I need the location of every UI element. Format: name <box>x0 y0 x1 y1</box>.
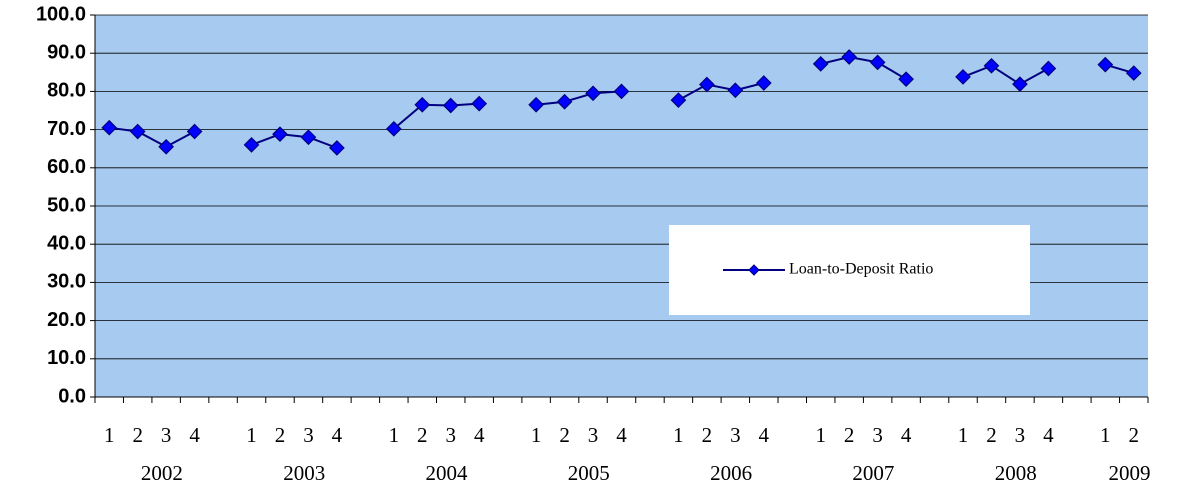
y-tick-label: 0.0 <box>58 385 86 407</box>
y-tick-label: 40.0 <box>47 232 86 254</box>
marker <box>471 95 488 112</box>
group-label: 2006 <box>710 461 752 485</box>
marker <box>186 123 203 140</box>
x-tick-label: 1 <box>104 423 115 447</box>
x-tick-label: 2 <box>275 423 286 447</box>
legend-marker <box>748 264 760 276</box>
marker <box>955 69 971 85</box>
y-tick-label: 30.0 <box>47 271 86 293</box>
x-tick-label: 3 <box>730 423 741 447</box>
marker <box>385 120 402 137</box>
line <box>393 102 480 130</box>
y-tick-label: 10.0 <box>47 347 86 369</box>
line <box>962 64 1049 86</box>
x-tick-label: 3 <box>303 423 314 447</box>
marker <box>414 96 431 113</box>
x-tick-label: 2 <box>702 423 713 447</box>
y-tick-label: 70.0 <box>47 118 86 140</box>
x-tick-label: 4 <box>759 423 770 447</box>
marker <box>812 56 829 72</box>
marker <box>556 93 573 110</box>
y-tick-label: 100.0 <box>36 3 86 25</box>
x-tick-label: 1 <box>673 423 684 447</box>
group-label: 2004 <box>426 461 469 485</box>
y-tick-label: 80.0 <box>47 80 86 102</box>
x-tick-label: 4 <box>189 423 200 447</box>
marker <box>841 49 858 65</box>
marker <box>585 85 601 102</box>
x-tick-label: 4 <box>474 423 485 447</box>
group-label: 2008 <box>995 461 1037 485</box>
marker <box>1040 60 1057 77</box>
marker <box>300 129 317 146</box>
marker <box>699 76 715 93</box>
marker <box>329 140 345 156</box>
marker <box>613 83 630 100</box>
x-tick-label: 2 <box>417 423 428 447</box>
line <box>109 126 196 148</box>
y-tick-label: 50.0 <box>47 194 86 216</box>
line <box>820 55 907 81</box>
marker <box>898 71 914 88</box>
group-label: 2005 <box>568 461 610 485</box>
marker <box>983 57 1000 74</box>
line <box>677 82 765 102</box>
line <box>251 133 338 149</box>
marker <box>670 92 687 109</box>
marker <box>243 137 260 153</box>
x-tick-label: 2 <box>559 423 570 447</box>
x-tick-label: 1 <box>246 423 257 447</box>
x-tick-label: 2 <box>986 423 997 447</box>
line <box>536 90 622 106</box>
group-label: 2002 <box>141 461 183 485</box>
x-tick-label: 4 <box>1043 423 1054 447</box>
marker <box>158 138 174 155</box>
marker <box>1097 56 1114 73</box>
x-tick-label: 1 <box>389 423 400 447</box>
legend-label: Loan-to-Deposit Ratio <box>789 261 933 278</box>
x-tick-label: 3 <box>445 423 456 447</box>
marker <box>755 75 772 91</box>
x-tick-label: 1 <box>1100 423 1111 447</box>
x-tick-label: 2 <box>844 423 855 447</box>
marker <box>727 82 744 99</box>
x-tick-label: 1 <box>815 423 826 447</box>
x-tick-label: 2 <box>1129 423 1140 447</box>
x-tick-label: 1 <box>958 423 969 447</box>
group-label: 2009 <box>1109 461 1151 485</box>
x-tick-label: 4 <box>616 423 627 447</box>
x-tick-label: 3 <box>588 423 599 447</box>
marker <box>1012 76 1028 92</box>
marker <box>101 119 118 136</box>
x-tick-label: 3 <box>161 423 172 447</box>
x-tick-label: 4 <box>901 423 912 447</box>
y-tick-label: 60.0 <box>47 156 86 178</box>
marker <box>869 54 886 71</box>
marker <box>1125 65 1142 81</box>
y-tick-label: 90.0 <box>47 41 86 63</box>
y-tick-label: 20.0 <box>47 309 86 331</box>
x-tick-label: 4 <box>332 423 343 447</box>
marker <box>129 123 146 140</box>
x-tick-label: 3 <box>872 423 883 447</box>
marker <box>528 96 544 113</box>
x-tick-label: 1 <box>531 423 542 447</box>
x-tick-label: 2 <box>132 423 143 447</box>
group-label: 2007 <box>852 461 894 485</box>
marker <box>442 97 459 114</box>
marker <box>272 126 288 143</box>
x-tick-label: 3 <box>1015 423 1026 447</box>
group-label: 2003 <box>283 461 325 485</box>
